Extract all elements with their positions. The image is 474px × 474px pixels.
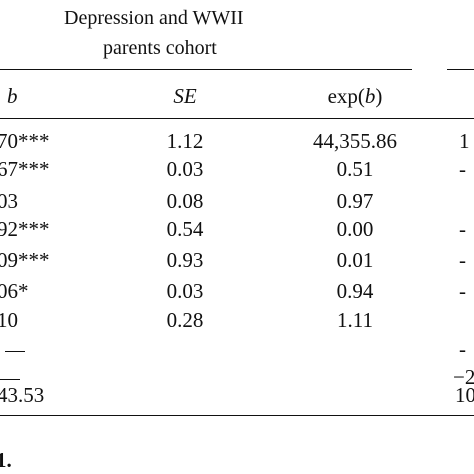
cell-se: 0.93	[166, 248, 204, 272]
cell-b: 92***	[0, 217, 50, 241]
column-header-b: b	[7, 84, 18, 108]
exp-prefix: exp(	[327, 84, 365, 108]
group-header-rule-right	[447, 69, 474, 70]
cell-b: 09***	[0, 248, 50, 272]
cell-b: 10	[0, 308, 18, 332]
cell-se: 0.54	[166, 217, 204, 241]
cell-exp: 1.11	[337, 308, 373, 332]
dash-mark	[0, 378, 20, 380]
cell-se: 0.03	[166, 157, 204, 181]
exp-suffix: )	[375, 84, 383, 108]
cell-se: 1.12	[166, 129, 204, 153]
cell-exp: 44,355.86	[313, 129, 397, 153]
exp-variable: b	[364, 84, 376, 108]
cell-exp: 0.00	[336, 217, 374, 241]
column-header-se: SE	[173, 84, 197, 108]
group-header-line1: Depression and WWII	[64, 7, 244, 29]
cell-exp: 0.97	[336, 189, 374, 213]
cell-exp: 0.01	[336, 248, 374, 272]
cell-b-dash	[0, 367, 20, 388]
cell-next-column: -	[459, 157, 466, 181]
column-header-exp-b: exp(b)	[285, 86, 425, 107]
cell-exp: 0.94	[336, 279, 374, 303]
column-header-rule	[0, 118, 474, 119]
table-footnote: 1.	[0, 448, 12, 472]
cell-next-column: -	[459, 248, 466, 272]
cell-b: 03	[0, 189, 18, 213]
cell-se: 0.28	[166, 308, 204, 332]
cell-next-column: 1	[459, 129, 470, 153]
cell-b-dash	[5, 339, 25, 360]
cell-next-column: 10	[455, 383, 474, 407]
group-header-rule	[0, 69, 412, 70]
table-bottom-rule	[0, 415, 474, 416]
cell-b: 43.53	[0, 383, 45, 407]
cell-exp: 0.51	[336, 157, 374, 181]
dash-mark	[5, 350, 25, 352]
cell-b: 06*	[0, 279, 29, 303]
cell-b: 67***	[0, 157, 50, 181]
cell-b: 70***	[0, 129, 50, 153]
cell-se: 0.03	[166, 279, 204, 303]
cell-next-column: -	[459, 337, 466, 361]
cell-next-column: -	[459, 217, 466, 241]
cell-next-column: −2	[453, 365, 474, 389]
cell-next-column: -	[459, 279, 466, 303]
group-header-line2: parents cohort	[103, 37, 217, 59]
cell-se: 0.08	[166, 189, 204, 213]
